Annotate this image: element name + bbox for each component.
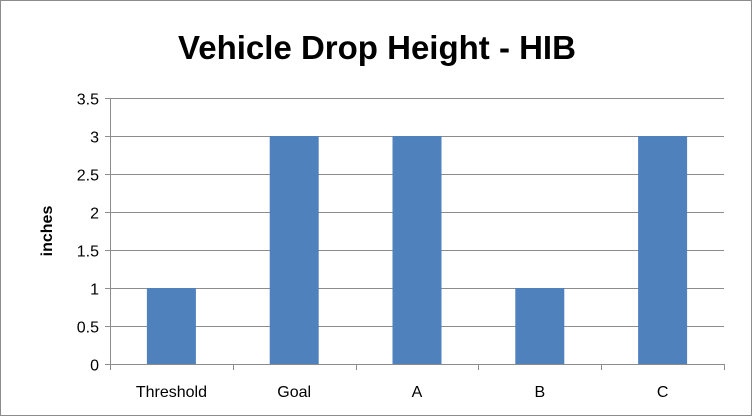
- bar-threshold: [146, 288, 196, 364]
- y-tick-label: 0.5: [77, 320, 99, 337]
- bars: [146, 136, 688, 364]
- y-tick-label: 3: [90, 130, 99, 147]
- y-tick-label: 1.5: [77, 244, 99, 261]
- y-axis-label: inches: [39, 206, 56, 257]
- x-tick-label: Goal: [277, 384, 311, 401]
- y-tick-label: 2: [90, 206, 99, 223]
- y-tick-label: 3.5: [77, 92, 99, 109]
- bar-b: [515, 288, 565, 364]
- bar-a: [392, 136, 442, 364]
- y-tick-label: 1: [90, 282, 99, 299]
- x-tick-label: C: [657, 384, 669, 401]
- x-tick-labels: Threshold Goal A B C: [136, 384, 669, 401]
- bar-goal: [269, 136, 319, 364]
- chart-title: Vehicle Drop Height - HIB: [178, 29, 576, 66]
- x-tick-label: Threshold: [136, 384, 207, 401]
- x-tick-label: A: [412, 384, 423, 401]
- x-tick-label: B: [534, 384, 545, 401]
- y-tick-label: 0: [90, 358, 99, 375]
- axes: [105, 98, 725, 370]
- bar-c: [638, 136, 688, 364]
- y-tick-labels: 0 0.5 1 1.5 2 2.5 3 3.5: [77, 92, 99, 375]
- y-tick-label: 2.5: [77, 168, 99, 185]
